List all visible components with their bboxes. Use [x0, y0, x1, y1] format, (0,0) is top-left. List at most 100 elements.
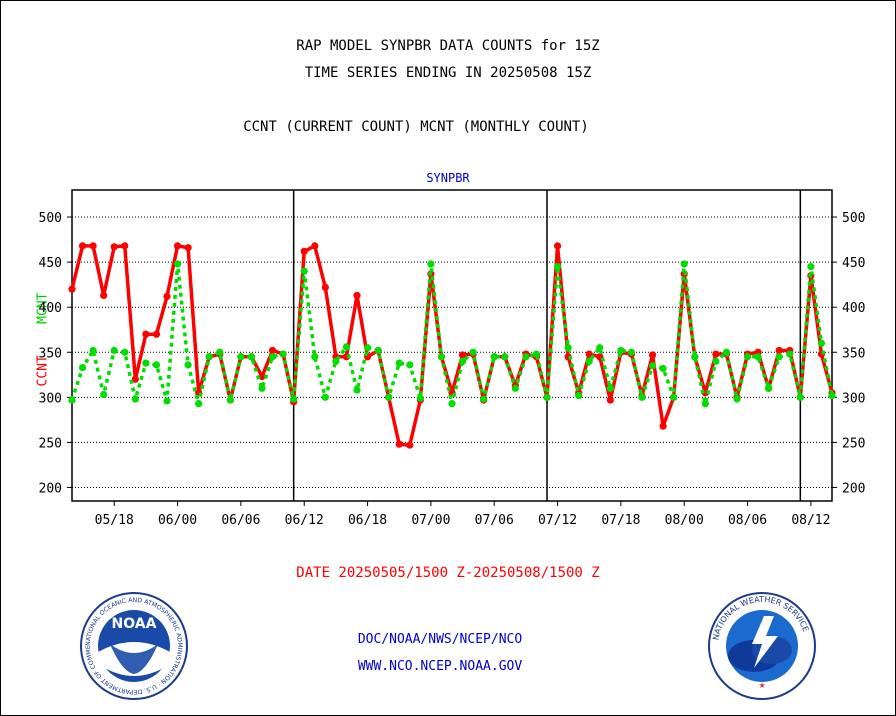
data-point-mcnt — [765, 384, 773, 392]
data-point-ccnt — [659, 422, 667, 430]
data-point-mcnt — [68, 396, 76, 404]
data-point-mcnt — [279, 350, 287, 358]
y-tick-label-left: 400 — [39, 301, 62, 316]
data-point-ccnt — [406, 441, 414, 449]
y-tick-label-left: 350 — [39, 346, 62, 361]
data-point-mcnt — [268, 353, 277, 361]
data-point-mcnt — [648, 362, 657, 370]
data-point-mcnt — [490, 353, 498, 361]
x-tick-label: 05/18 — [95, 513, 134, 528]
data-point-ccnt — [121, 242, 129, 250]
data-point-mcnt — [173, 260, 182, 268]
data-point-mcnt — [786, 350, 794, 358]
data-point-mcnt — [659, 364, 667, 373]
data-point-mcnt — [78, 363, 87, 372]
series-line-mcnt — [70, 262, 834, 406]
data-point-mcnt — [406, 361, 414, 369]
data-point-ccnt — [606, 396, 614, 404]
data-point-mcnt — [216, 348, 224, 356]
data-point-ccnt — [321, 283, 329, 291]
data-point-mcnt — [575, 391, 583, 400]
data-point-mcnt — [828, 391, 836, 400]
data-point-mcnt — [332, 357, 340, 365]
x-tick-label: 07/12 — [538, 513, 577, 528]
data-point-mcnt — [733, 395, 741, 403]
data-point-mcnt — [110, 346, 118, 355]
data-point-mcnt — [89, 346, 97, 355]
data-point-ccnt — [712, 350, 720, 358]
y-tick-label-right: 500 — [842, 211, 865, 226]
plot-border — [71, 189, 833, 502]
data-point-ccnt — [353, 291, 361, 300]
data-point-mcnt — [142, 359, 150, 367]
data-point-mcnt — [247, 353, 256, 361]
data-point-ccnt — [395, 440, 403, 448]
data-point-mcnt — [627, 348, 636, 356]
data-point-mcnt — [796, 393, 804, 401]
x-tick-label: 08/00 — [665, 513, 704, 528]
y-tick-label-right: 450 — [842, 256, 865, 271]
chart-title-line-2: TIME SERIES ENDING IN 20250508 15Z — [304, 65, 592, 81]
data-point-mcnt — [511, 384, 519, 392]
x-tick-label: 07/18 — [601, 513, 640, 528]
data-point-mcnt — [691, 353, 699, 361]
data-point-mcnt — [638, 393, 646, 401]
y-tick-label-right: 250 — [842, 436, 865, 451]
data-point-mcnt — [385, 393, 393, 401]
website-label: WWW.NCO.NCEP.NOAA.GOV — [357, 659, 523, 674]
data-point-ccnt — [585, 350, 593, 358]
data-point-mcnt — [448, 400, 456, 408]
data-point-mcnt — [701, 400, 709, 408]
y-tick-label-right: 350 — [842, 346, 865, 361]
data-point-ccnt — [311, 242, 319, 250]
data-point-ccnt — [78, 242, 87, 250]
noaa-logo-icon: NOAA NATIONAL OCEANIC AND ATMOSPHERIC AD… — [80, 592, 188, 700]
data-point-ccnt — [648, 351, 657, 359]
data-point-mcnt — [437, 353, 446, 361]
data-point-mcnt — [775, 353, 783, 361]
x-tick-label: 07/00 — [411, 513, 450, 528]
data-point-mcnt — [184, 361, 192, 369]
data-point-ccnt — [89, 242, 97, 250]
y-tick-label-left: 500 — [39, 211, 62, 226]
data-point-mcnt — [363, 344, 372, 352]
data-point-ccnt — [775, 346, 783, 355]
chart-title-line-1: RAP MODEL SYNPBR DATA COUNTS for 15Z — [296, 38, 600, 54]
data-point-ccnt — [268, 346, 277, 355]
data-point-mcnt — [163, 397, 171, 405]
data-point-mcnt — [226, 396, 234, 404]
data-point-mcnt — [321, 393, 329, 401]
data-point-mcnt — [458, 357, 467, 365]
data-point-mcnt — [532, 350, 541, 358]
data-point-mcnt — [596, 344, 604, 352]
data-point-mcnt — [131, 395, 139, 403]
data-point-ccnt — [68, 285, 76, 293]
noaa-logo-text: NOAA — [112, 616, 157, 632]
data-point-ccnt — [163, 292, 171, 300]
data-point-mcnt — [395, 359, 403, 367]
data-point-mcnt — [121, 348, 129, 356]
data-point-mcnt — [311, 353, 319, 361]
x-tick-label: 07/06 — [475, 513, 514, 528]
data-point-mcnt — [100, 391, 108, 399]
data-point-ccnt — [184, 244, 192, 252]
data-point-mcnt — [585, 357, 593, 365]
data-point-mcnt — [300, 267, 308, 275]
data-point-mcnt — [195, 400, 203, 408]
org-label: DOC/NOAA/NWS/NCEP/NCO — [357, 632, 523, 647]
data-point-mcnt — [807, 263, 815, 271]
data-point-mcnt — [342, 343, 351, 351]
data-point-mcnt — [522, 353, 530, 361]
y-tick-label-left: 200 — [39, 481, 62, 496]
data-point-mcnt — [722, 348, 731, 356]
data-point-mcnt — [480, 395, 488, 403]
date-range-label: DATE 20250505/1500 Z-20250508/1500 Z — [296, 565, 600, 581]
x-tick-label: 08/12 — [791, 513, 830, 528]
data-point-mcnt — [416, 394, 424, 402]
data-point-mcnt — [374, 346, 382, 355]
nws-logo-icon: ★ NATIONAL WEATHER SERVICE — [708, 592, 816, 700]
data-point-ccnt — [110, 243, 118, 251]
data-point-ccnt — [458, 351, 467, 359]
data-point-ccnt — [131, 375, 139, 383]
data-point-ccnt — [173, 242, 182, 250]
